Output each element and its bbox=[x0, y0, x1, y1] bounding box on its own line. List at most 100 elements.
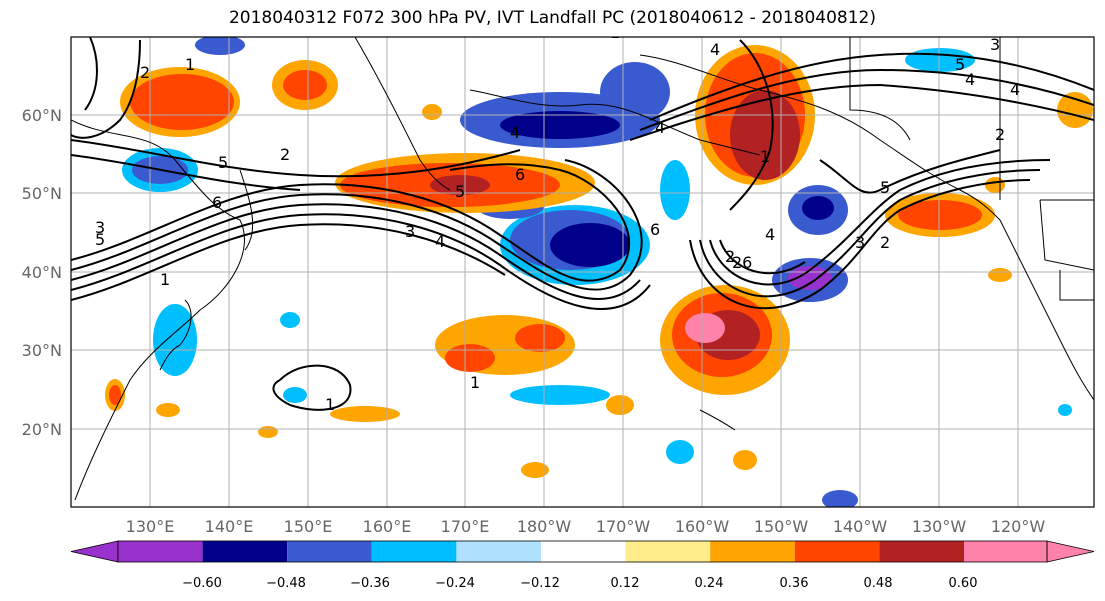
colorbar-outline bbox=[117, 540, 1048, 563]
lat-label: 20°N bbox=[22, 420, 62, 439]
pv-pos-blob bbox=[515, 324, 565, 352]
colorbar bbox=[70, 540, 1095, 563]
pv-pos-blob bbox=[521, 462, 549, 478]
pv-neg-blob bbox=[666, 440, 694, 464]
contour-label: 1 bbox=[160, 270, 170, 289]
pv-pos-blob bbox=[985, 177, 1005, 193]
contour-label: 1 bbox=[325, 395, 335, 414]
contour-label: 6 bbox=[650, 220, 660, 239]
contour-label: 26 bbox=[732, 253, 752, 272]
contour-label: 2 bbox=[995, 125, 1005, 144]
pv-pos-blob bbox=[606, 395, 634, 415]
contour-label: 4 bbox=[435, 232, 445, 251]
contour-label: 2 bbox=[280, 145, 290, 164]
colorbar-bin bbox=[371, 541, 457, 562]
longitude-axis: 130°E 140°E 150°E 160°E 170°E 180°W 170°… bbox=[126, 517, 1046, 536]
lon-label: 170°W bbox=[596, 517, 651, 536]
pv-neg-blob bbox=[510, 385, 610, 405]
pv-pos-blob bbox=[445, 344, 495, 372]
colorbar-tick-label: 0.24 bbox=[695, 576, 724, 591]
colorbar-tick-label: 0.36 bbox=[780, 576, 809, 591]
pv-neg-blob bbox=[802, 196, 834, 220]
colorbar-tick-label: −0.60 bbox=[182, 576, 222, 591]
contour-label: 5 bbox=[95, 230, 105, 249]
contour-label: 6 bbox=[515, 165, 525, 184]
lon-label: 160°E bbox=[363, 517, 412, 536]
pv-neg-blob bbox=[1058, 404, 1072, 416]
pv-neg-blob bbox=[550, 223, 630, 267]
pv-pos-blob bbox=[156, 403, 180, 417]
colorbar-tick-label: −0.48 bbox=[266, 576, 306, 591]
colorbar-extend-max bbox=[1046, 540, 1095, 563]
contour-label: 1 bbox=[610, 23, 620, 42]
pv-pos-blob bbox=[733, 450, 757, 470]
latitude-axis: 60°N 50°N 40°N 30°N 20°N bbox=[22, 106, 62, 439]
colorbar-bin bbox=[964, 541, 1047, 562]
graticule bbox=[71, 37, 1094, 507]
lon-label: 120°W bbox=[991, 517, 1046, 536]
pv-pos-blob bbox=[330, 406, 400, 422]
colorbar-tick-label: −0.24 bbox=[435, 576, 475, 591]
contour-label: 3 bbox=[95, 218, 105, 237]
lon-label: 180°W bbox=[517, 517, 572, 536]
lon-label: 130°E bbox=[126, 517, 175, 536]
pv-pos-blob bbox=[988, 268, 1012, 282]
pv-pos-blob bbox=[685, 313, 725, 343]
contour-label: 6 bbox=[212, 193, 222, 212]
colorbar-bin bbox=[710, 541, 795, 562]
pv-pos-blob bbox=[430, 175, 490, 195]
lon-label: 150°E bbox=[284, 517, 333, 536]
contour-label: 2 bbox=[140, 63, 150, 82]
contour-label: 3 bbox=[405, 222, 415, 241]
lat-label: 40°N bbox=[22, 263, 62, 282]
lon-label: 140°E bbox=[205, 517, 254, 536]
pv-neg-blob bbox=[822, 490, 858, 507]
contour-label: 5 bbox=[218, 153, 228, 172]
contour-labels: 2 1 5 6 2 5 6 4 5 3 4 1 1 6 4 4 5 2 3 2 … bbox=[95, 23, 1020, 414]
contour-label: 4 bbox=[710, 40, 720, 59]
pv-pos-blob bbox=[422, 104, 442, 120]
lat-label: 60°N bbox=[22, 106, 62, 125]
colorbar-bin bbox=[456, 541, 541, 562]
pv-neg-blob bbox=[660, 160, 690, 220]
pv-neg-blob bbox=[280, 312, 300, 328]
pv-neg-blob bbox=[195, 37, 245, 55]
pv-pos-blob bbox=[109, 385, 121, 405]
colorbar-bin bbox=[879, 541, 964, 562]
contour-label: 3 bbox=[855, 233, 865, 252]
pv-contours bbox=[71, 37, 1094, 411]
contour-label: 4 bbox=[765, 225, 775, 244]
contour-label: 3 bbox=[990, 35, 1000, 54]
colorbar-extend-min bbox=[70, 540, 119, 563]
pv-neg-blob bbox=[500, 111, 620, 139]
pv-pos-blob bbox=[283, 70, 327, 100]
contour-label: 4 bbox=[1010, 80, 1020, 99]
pv-neg-blob bbox=[153, 304, 197, 376]
colorbar-bin bbox=[794, 541, 880, 562]
lon-label: 160°W bbox=[675, 517, 730, 536]
pv-shading bbox=[105, 37, 1093, 507]
colorbar-bin bbox=[541, 541, 626, 562]
contour-label: 5 bbox=[455, 182, 465, 201]
colorbar-tick-label: 0.60 bbox=[949, 576, 978, 591]
colorbar-bin bbox=[625, 541, 711, 562]
map-title: 2018040312 F072 300 hPa PV, IVT Landfall… bbox=[228, 8, 876, 28]
contour-label: 1 bbox=[470, 373, 480, 392]
lat-label: 50°N bbox=[22, 184, 62, 203]
colorbar-bin bbox=[118, 541, 203, 562]
contour-label: 4 bbox=[510, 123, 520, 142]
colorbar-tick-label: 0.12 bbox=[611, 576, 640, 591]
colorbar-bin bbox=[287, 541, 372, 562]
colorbar-ticks: −0.60 −0.48 −0.36 −0.24 −0.12 0.12 0.24 … bbox=[182, 576, 977, 591]
pv-pos-blob bbox=[1057, 92, 1093, 128]
contour-label: 2 bbox=[725, 247, 735, 266]
colorbar-tick-label: 0.48 bbox=[864, 576, 893, 591]
lon-label: 140°W bbox=[833, 517, 888, 536]
pv-pos-blob bbox=[258, 426, 278, 438]
colorbar-bin bbox=[202, 541, 288, 562]
colorbar-tick-label: −0.36 bbox=[350, 576, 390, 591]
contour-label: 5 bbox=[955, 55, 965, 74]
pv-pos-blob bbox=[130, 74, 234, 130]
lat-label: 30°N bbox=[22, 341, 62, 360]
